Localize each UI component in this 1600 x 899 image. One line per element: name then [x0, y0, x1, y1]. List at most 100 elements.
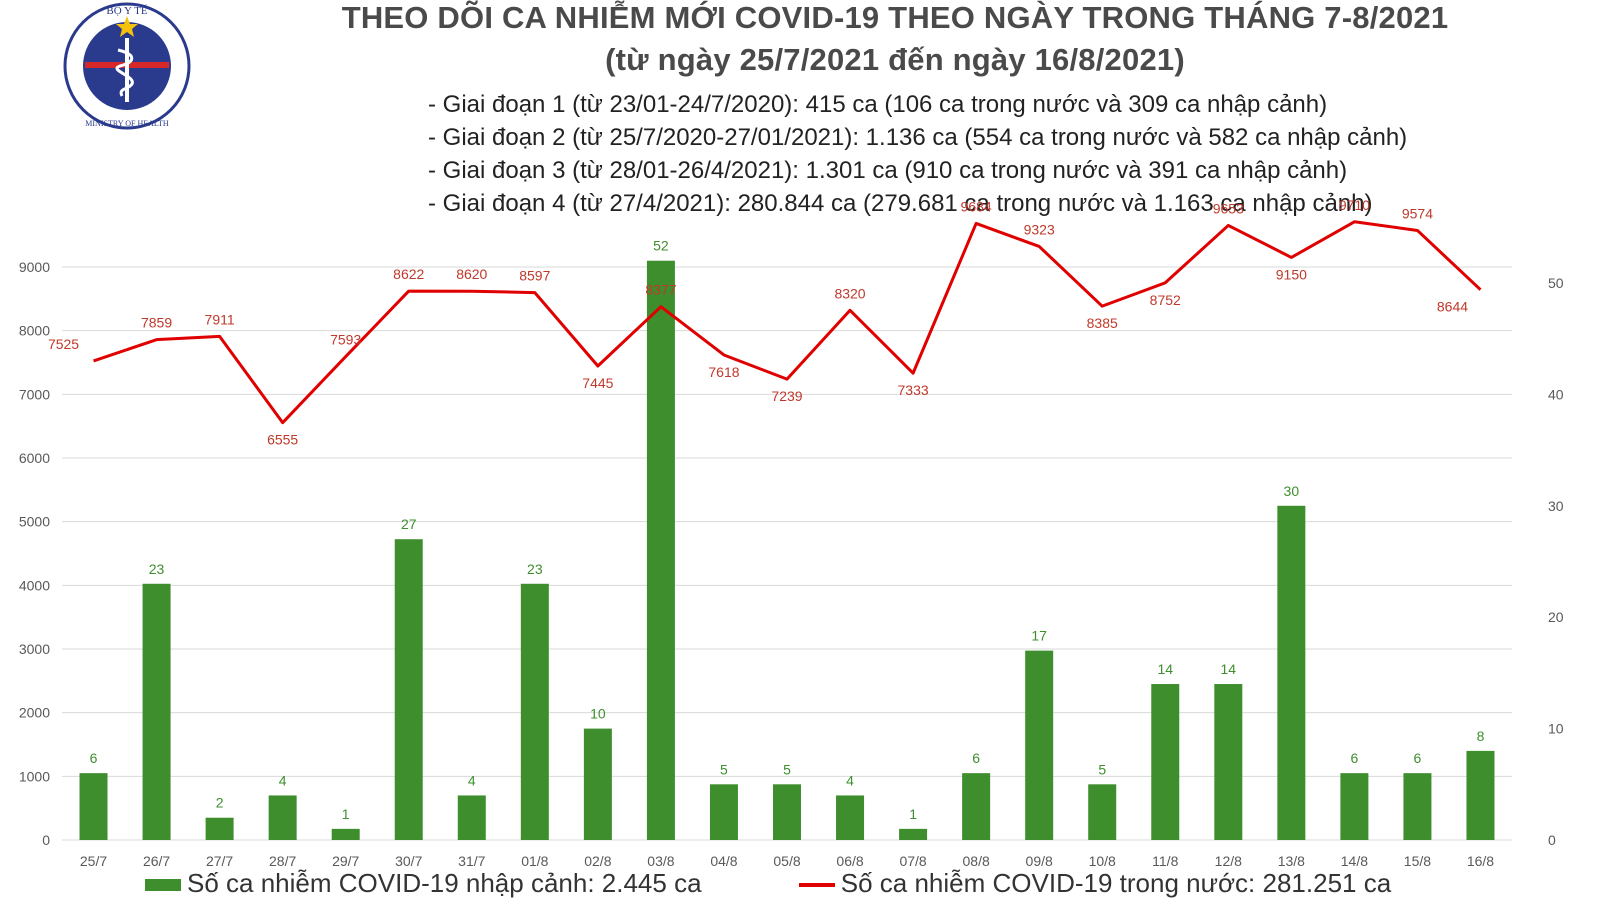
line-data-label: 9684 — [961, 198, 992, 214]
x-tick-label: 28/7 — [269, 853, 296, 869]
bar-data-label: 23 — [149, 561, 165, 577]
line-data-label: 8622 — [393, 266, 424, 282]
bar-data-label: 5 — [720, 761, 728, 777]
bar-data-label: 4 — [279, 772, 287, 788]
y-left-tick-label: 1000 — [19, 768, 50, 784]
legend: Số ca nhiễm COVID-19 nhập cảnh: 2.445 ca… — [145, 868, 1545, 899]
phase-3-text: - Giai đoạn 3 (từ 28/01-26/4/2021): 1.30… — [428, 157, 1348, 184]
bar — [457, 795, 486, 840]
bar-data-label: 6 — [1350, 750, 1358, 766]
chart-subtitle: (từ ngày 25/7/2021 đến ngày 16/8/2021) — [605, 42, 1185, 77]
x-tick-label: 03/8 — [647, 853, 674, 869]
bar — [1466, 750, 1495, 840]
line-data-label: 8644 — [1437, 299, 1468, 315]
bar — [268, 795, 297, 840]
bar — [142, 583, 171, 840]
line-data-label: 8320 — [834, 285, 865, 301]
phase-4-text: - Giai đoạn 4 (từ 27/4/2021): 280.844 ca… — [428, 190, 1373, 217]
chart-title: THEO DÕI CA NHIỄM MỚI COVID-19 THEO NGÀY… — [341, 0, 1449, 35]
y-right-tick-label: 0 — [1548, 832, 1556, 848]
x-tick-label: 30/7 — [395, 853, 422, 869]
bar — [394, 539, 423, 840]
x-tick-label: 31/7 — [458, 853, 485, 869]
line-data-label: 8752 — [1150, 292, 1181, 308]
y-left-tick-label: 5000 — [19, 514, 50, 530]
line-data-label: 9710 — [1339, 197, 1370, 213]
x-tick-label: 11/8 — [1152, 853, 1178, 869]
x-tick-label: 09/8 — [1026, 853, 1053, 869]
y-left-tick-label: 4000 — [19, 577, 50, 593]
line-data-label: 7333 — [898, 382, 929, 398]
bar-data-label: 30 — [1284, 483, 1300, 499]
phase-summary: - Giai đoạn 1 (từ 23/01-24/7/2020): 415 … — [428, 88, 1407, 220]
line-data-label: 7593 — [330, 332, 361, 348]
y-right-tick-label: 10 — [1548, 721, 1564, 737]
line-data-labels: 7525 7859 7911 6555 7593 8622 8620 8597 7445 8377… — [48, 197, 1468, 448]
y-right-tick-label: 30 — [1548, 498, 1564, 514]
x-tick-label: 25/7 — [80, 853, 107, 869]
logo-bottom-text: MINISTRY OF HEALTH — [85, 119, 169, 128]
y-left-tick-label: 6000 — [19, 450, 50, 466]
x-tick-label: 07/8 — [899, 853, 926, 869]
bar — [79, 773, 108, 840]
line-data-label: 7911 — [205, 311, 235, 327]
bar-data-label: 4 — [468, 772, 476, 788]
bar-data-label: 5 — [783, 761, 791, 777]
line-data-label: 7239 — [771, 388, 802, 404]
line-data-label: 8597 — [519, 268, 550, 284]
bar — [583, 728, 612, 840]
line-data-label: 8377 — [645, 282, 676, 298]
bar — [709, 784, 738, 840]
line-data-label: 7859 — [141, 315, 172, 331]
line-data-label: 9323 — [1024, 221, 1055, 237]
bar-data-label: 6 — [90, 750, 98, 766]
legend-label-line: Số ca nhiễm COVID-19 trong nước: 281.251… — [840, 868, 1392, 898]
logo-top-text: BỘ Y TẾ — [106, 4, 147, 17]
legend-item-bars: Số ca nhiễm COVID-19 nhập cảnh: 2.445 ca — [145, 868, 702, 899]
x-tick-label: 10/8 — [1089, 853, 1116, 869]
bar-data-label: 52 — [653, 238, 669, 254]
x-tick-label: 14/8 — [1341, 853, 1368, 869]
x-tick-label: 01/8 — [521, 853, 548, 869]
line-data-label: 6555 — [267, 432, 298, 448]
bar — [899, 828, 928, 840]
ministry-of-health-logo: BỘ Y TẾ MINISTRY OF HEALTH — [63, 2, 191, 130]
line-data-label: 7445 — [582, 375, 613, 391]
x-tick-label: 29/7 — [332, 853, 359, 869]
line-data-label: 9653 — [1213, 200, 1244, 216]
x-tick-label: 05/8 — [773, 853, 800, 869]
right-axis-ticks: 0 10 20 30 40 50 — [1548, 275, 1564, 848]
bar — [520, 583, 549, 840]
bar — [1403, 773, 1432, 840]
x-tick-label: 12/8 — [1215, 853, 1242, 869]
x-tick-label: 04/8 — [710, 853, 737, 869]
bar-data-label: 5 — [1098, 761, 1106, 777]
legend-item-line: Số ca nhiễm COVID-19 trong nước: 281.251… — [798, 868, 1392, 899]
y-right-tick-label: 50 — [1548, 275, 1564, 291]
x-tick-label: 06/8 — [836, 853, 863, 869]
bar-data-label: 6 — [1414, 750, 1422, 766]
y-left-tick-label: 3000 — [19, 641, 50, 657]
legend-swatch-bars — [145, 879, 181, 892]
bar-series — [79, 260, 1495, 841]
bar-data-label: 1 — [909, 806, 917, 822]
bar-data-label: 27 — [401, 516, 417, 532]
bar — [331, 828, 360, 840]
x-tick-label: 27/7 — [206, 853, 233, 869]
x-tick-label: 02/8 — [584, 853, 611, 869]
x-axis-ticks: 25/7 26/7 27/7 28/7 29/7 30/7 31/7 01/8 02/8 03/8… — [80, 853, 1494, 869]
legend-label-bars: Số ca nhiễm COVID-19 nhập cảnh: 2.445 ca — [187, 868, 702, 898]
x-tick-label: 16/8 — [1467, 853, 1494, 869]
y-left-tick-label: 7000 — [19, 386, 50, 402]
bar-data-label: 1 — [342, 806, 350, 822]
legend-swatch-line — [798, 883, 835, 888]
bar — [1151, 684, 1180, 840]
y-right-tick-label: 40 — [1548, 386, 1564, 402]
bar-data-label: 6 — [972, 750, 980, 766]
bar — [1025, 650, 1054, 840]
bar-data-label: 8 — [1477, 728, 1485, 744]
phase-1-text: - Giai đoạn 1 (từ 23/01-24/7/2020): 415 … — [428, 91, 1328, 118]
line-path — [93, 220, 1482, 425]
y-right-tick-label: 20 — [1548, 609, 1564, 625]
